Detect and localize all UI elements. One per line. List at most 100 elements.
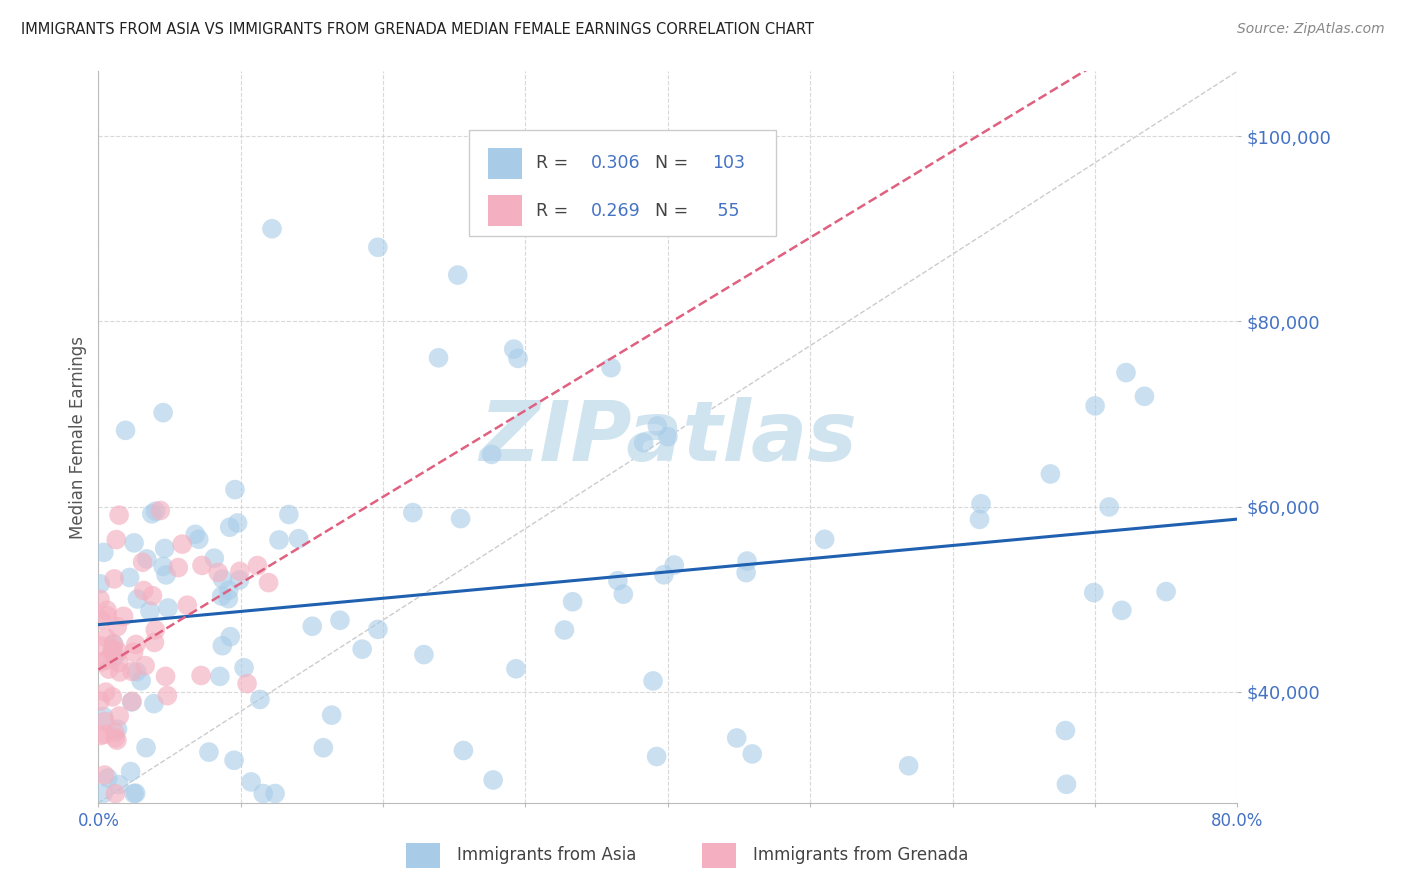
Point <box>135 552 157 566</box>
Point <box>104 787 127 801</box>
Point <box>108 778 131 792</box>
Point <box>89 577 111 591</box>
Point <box>506 351 529 366</box>
Point <box>132 583 155 598</box>
Point <box>103 637 125 651</box>
Point <box>287 532 309 546</box>
Point <box>321 708 343 723</box>
Point <box>145 504 167 518</box>
Point <box>125 638 148 652</box>
Point <box>228 573 250 587</box>
Point <box>198 745 221 759</box>
Point <box>252 787 274 801</box>
Point <box>897 758 920 772</box>
Text: N =: N = <box>655 202 695 219</box>
Point <box>664 558 686 572</box>
Point <box>553 623 575 637</box>
Point <box>101 642 124 657</box>
Point <box>155 669 177 683</box>
Text: Immigrants from Asia: Immigrants from Asia <box>457 847 637 864</box>
Point <box>90 729 112 743</box>
Text: Source: ZipAtlas.com: Source: ZipAtlas.com <box>1237 22 1385 37</box>
Point <box>97 662 120 676</box>
Point <box>645 749 668 764</box>
Point <box>1133 389 1156 403</box>
Point <box>229 565 252 579</box>
Point <box>176 598 198 612</box>
Point <box>211 639 233 653</box>
Point <box>312 740 335 755</box>
Point <box>107 645 129 659</box>
Point <box>141 589 163 603</box>
Point <box>249 692 271 706</box>
Point <box>218 520 240 534</box>
Point <box>1056 777 1078 791</box>
Point <box>103 572 125 586</box>
Point <box>561 595 583 609</box>
Point <box>301 619 323 633</box>
Point <box>633 435 655 450</box>
Point <box>152 559 174 574</box>
Point <box>224 483 246 497</box>
Point <box>121 665 143 679</box>
Point <box>152 406 174 420</box>
Point <box>120 764 142 779</box>
Point <box>101 690 124 704</box>
Text: 0.269: 0.269 <box>591 202 640 219</box>
Text: N =: N = <box>655 154 695 172</box>
Point <box>641 673 664 688</box>
Point <box>172 537 194 551</box>
Point <box>94 714 117 729</box>
Point <box>1098 500 1121 514</box>
Point <box>112 609 135 624</box>
Point <box>96 653 118 667</box>
Point <box>481 447 503 461</box>
Point <box>367 623 389 637</box>
Point <box>260 221 283 235</box>
Point <box>139 604 162 618</box>
Point <box>149 503 172 517</box>
Point <box>104 725 127 739</box>
Point <box>129 673 152 688</box>
Text: 0.306: 0.306 <box>591 154 640 172</box>
Point <box>612 587 634 601</box>
Point <box>970 497 993 511</box>
Point <box>121 694 143 708</box>
Point <box>502 342 524 356</box>
Y-axis label: Median Female Earnings: Median Female Earnings <box>69 335 87 539</box>
Point <box>167 560 190 574</box>
Point <box>91 787 114 801</box>
FancyBboxPatch shape <box>488 148 522 178</box>
Point <box>741 747 763 761</box>
Point <box>101 645 124 659</box>
Point <box>125 665 148 679</box>
Point <box>104 649 127 664</box>
Point <box>108 665 131 679</box>
Point <box>118 570 141 584</box>
Point <box>240 775 263 789</box>
Point <box>657 430 679 444</box>
Point <box>127 592 149 607</box>
Point <box>108 508 131 522</box>
Point <box>217 591 239 606</box>
Point <box>191 558 214 573</box>
Point <box>267 533 290 547</box>
Point <box>606 574 628 588</box>
Point <box>90 613 112 627</box>
Text: IMMIGRANTS FROM ASIA VS IMMIGRANTS FROM GRENADA MEDIAN FEMALE EARNINGS CORRELATI: IMMIGRANTS FROM ASIA VS IMMIGRANTS FROM … <box>21 22 814 37</box>
FancyBboxPatch shape <box>488 195 522 226</box>
Point <box>156 689 179 703</box>
Point <box>1111 603 1133 617</box>
FancyBboxPatch shape <box>468 130 776 235</box>
Point <box>814 533 837 547</box>
Point <box>141 507 163 521</box>
Point <box>236 676 259 690</box>
Point <box>1039 467 1062 481</box>
Point <box>122 645 145 659</box>
Point <box>969 512 991 526</box>
Point <box>89 592 111 607</box>
Point <box>131 555 153 569</box>
Point <box>94 685 117 699</box>
Point <box>329 613 352 627</box>
Point <box>121 695 143 709</box>
